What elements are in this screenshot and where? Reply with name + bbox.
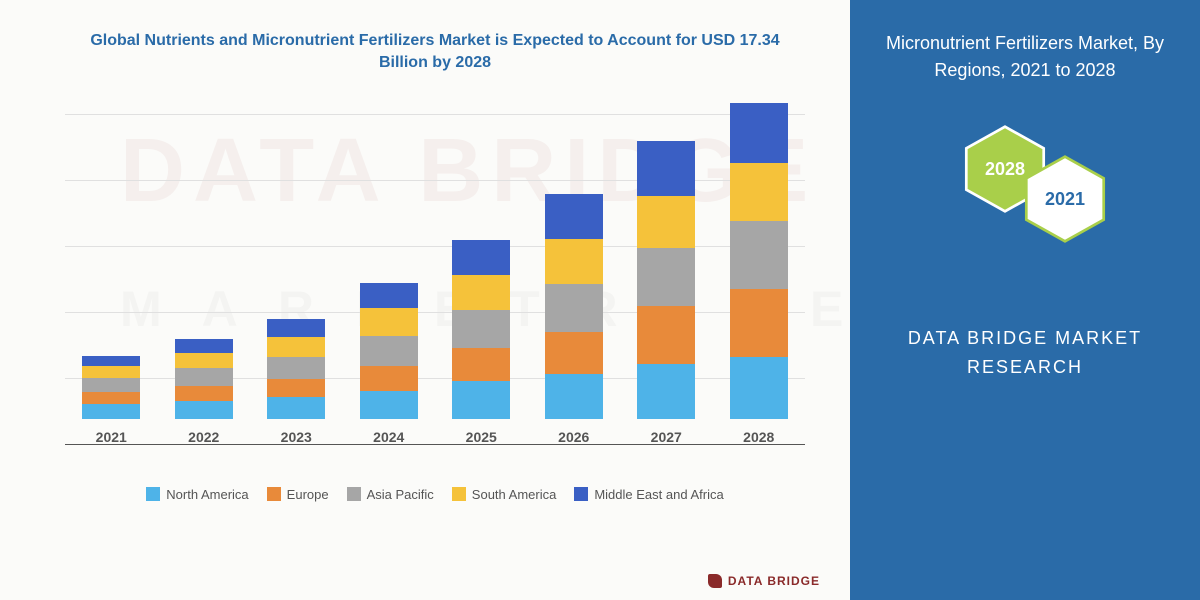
- bar-stack: [637, 141, 695, 419]
- bar-row: 2021 2022 2023 2024 2025 2026 2027 2028: [65, 115, 805, 445]
- legend-label: North America: [166, 487, 248, 502]
- bar-stack: [452, 240, 510, 419]
- bar-segment: [637, 306, 695, 364]
- bar-column: 2026: [539, 194, 609, 445]
- bar-segment: [637, 248, 695, 306]
- bar-stack: [267, 319, 325, 419]
- bar-segment: [545, 284, 603, 332]
- bar-segment: [267, 337, 325, 357]
- legend-label: Middle East and Africa: [594, 487, 723, 502]
- logo-mark-icon: [708, 574, 722, 588]
- brand-line1: DATA BRIDGE MARKET: [870, 324, 1180, 353]
- bar-column: 2022: [169, 339, 239, 445]
- bar-segment: [175, 353, 233, 368]
- legend: North America Europe Asia Pacific South Ame…: [40, 487, 830, 502]
- bar-segment: [637, 196, 695, 248]
- x-axis-label: 2021: [96, 429, 127, 445]
- bar-segment: [175, 368, 233, 386]
- bar-segment: [637, 364, 695, 419]
- legend-item: North America: [146, 487, 248, 502]
- legend-swatch: [452, 487, 466, 501]
- bar-segment: [360, 366, 418, 391]
- legend-label: Europe: [287, 487, 329, 502]
- brand-line2: RESEARCH: [870, 353, 1180, 382]
- bar-segment: [730, 221, 788, 289]
- bar-segment: [360, 391, 418, 419]
- bar-segment: [730, 163, 788, 221]
- bar-segment: [82, 392, 140, 404]
- x-axis-label: 2022: [188, 429, 219, 445]
- bar-segment: [175, 339, 233, 353]
- bar-segment: [730, 103, 788, 163]
- bar-column: 2023: [261, 319, 331, 445]
- bar-stack: [545, 194, 603, 419]
- bar-segment: [452, 381, 510, 419]
- bar-segment: [360, 283, 418, 308]
- legend-item: Asia Pacific: [347, 487, 434, 502]
- hex-back-label: 2028: [985, 159, 1025, 180]
- bar-segment: [730, 357, 788, 419]
- bar-segment: [267, 397, 325, 419]
- bar-segment: [82, 356, 140, 366]
- right-title: Micronutrient Fertilizers Market, By Reg…: [870, 30, 1180, 84]
- bar-segment: [267, 379, 325, 397]
- legend-item: Europe: [267, 487, 329, 502]
- hex-group: 2028 2021: [870, 124, 1180, 284]
- bar-segment: [452, 310, 510, 348]
- bar-segment: [637, 141, 695, 196]
- chart-title: Global Nutrients and Micronutrient Ferti…: [40, 30, 830, 75]
- hex-2021: 2021: [1020, 154, 1110, 244]
- bar-stack: [82, 356, 140, 419]
- bar-column: 2025: [446, 240, 516, 445]
- bar-column: 2027: [631, 141, 701, 445]
- bar-stack: [730, 103, 788, 419]
- footer-logo-text: DATA BRIDGE: [728, 574, 820, 588]
- bar-column: 2021: [76, 356, 146, 445]
- brand-text: DATA BRIDGE MARKET RESEARCH: [870, 324, 1180, 382]
- legend-swatch: [347, 487, 361, 501]
- chart-area: 2021 2022 2023 2024 2025 2026 2027 2028: [65, 95, 805, 475]
- bar-segment: [82, 404, 140, 419]
- x-axis-label: 2024: [373, 429, 404, 445]
- x-axis-label: 2026: [558, 429, 589, 445]
- chart-panel: DATA BRIDGE M A R K E T R E S E A R C H …: [0, 0, 850, 600]
- right-panel: Micronutrient Fertilizers Market, By Reg…: [850, 0, 1200, 600]
- bar-segment: [545, 374, 603, 419]
- legend-item: Middle East and Africa: [574, 487, 723, 502]
- bar-segment: [545, 332, 603, 374]
- x-axis-label: 2027: [651, 429, 682, 445]
- x-axis-label: 2028: [743, 429, 774, 445]
- bar-segment: [730, 289, 788, 357]
- bar-segment: [267, 319, 325, 337]
- hex-front-label: 2021: [1045, 189, 1085, 210]
- bar-segment: [175, 401, 233, 419]
- bar-segment: [452, 240, 510, 275]
- legend-label: Asia Pacific: [367, 487, 434, 502]
- bar-stack: [360, 283, 418, 419]
- legend-swatch: [146, 487, 160, 501]
- bar-segment: [545, 194, 603, 239]
- bar-segment: [452, 275, 510, 310]
- bar-segment: [82, 366, 140, 378]
- footer-logo: DATA BRIDGE: [708, 574, 820, 588]
- bar-column: 2028: [724, 103, 794, 445]
- bar-segment: [452, 348, 510, 381]
- bar-segment: [175, 386, 233, 401]
- legend-label: South America: [472, 487, 557, 502]
- legend-swatch: [574, 487, 588, 501]
- legend-item: South America: [452, 487, 557, 502]
- x-axis-label: 2025: [466, 429, 497, 445]
- bar-segment: [360, 308, 418, 336]
- bar-segment: [267, 357, 325, 379]
- bar-segment: [360, 336, 418, 366]
- x-axis-label: 2023: [281, 429, 312, 445]
- bar-column: 2024: [354, 283, 424, 445]
- bar-stack: [175, 339, 233, 419]
- bar-segment: [545, 239, 603, 284]
- bar-segment: [82, 378, 140, 392]
- legend-swatch: [267, 487, 281, 501]
